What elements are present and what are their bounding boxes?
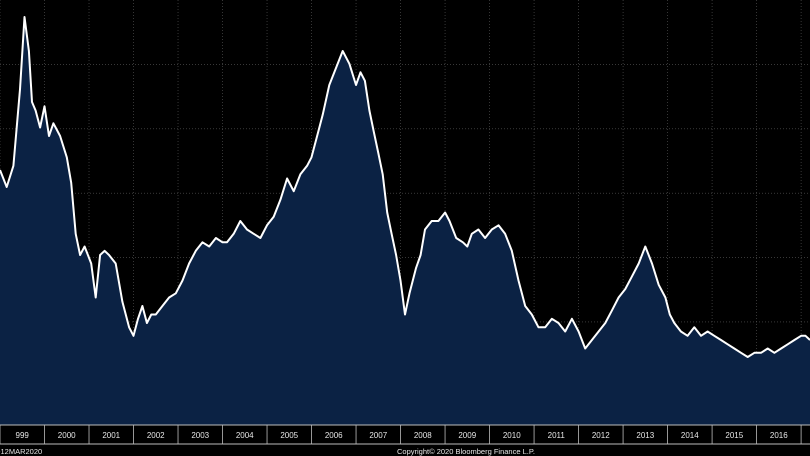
x-tick-label: 2004 [236,431,254,440]
x-tick-label: 2002 [147,431,165,440]
x-tick-label: 2011 [548,431,566,440]
x-tick-label: 2003 [191,431,209,440]
x-axis-ticks: 999 2000 2001 2002 2003 2004 2005 2006 2007 2008 2… [0,425,802,444]
x-tick-label: 2007 [369,431,387,440]
x-tick-label: 2009 [458,431,476,440]
series-area [0,17,810,425]
x-tick-label: 2001 [102,431,120,440]
x-tick-label: 2008 [414,431,432,440]
x-tick-label: 2013 [636,431,654,440]
footer-copyright: Copyright© 2020 Bloomberg Finance L.P. [397,447,535,456]
series-line [0,16,810,358]
x-tick-label: 2006 [325,431,343,440]
x-tick-label: 2015 [725,431,743,440]
x-tick-label: 999 [16,431,30,440]
x-tick-label: 2014 [681,431,699,440]
x-tick-label: 2005 [280,431,298,440]
x-tick-label: 2016 [770,431,788,440]
x-tick-label: 2012 [592,431,610,440]
x-tick-label: 2010 [503,431,521,440]
footer-date-range: -12MAR2020 [0,447,42,456]
x-tick-label: 2000 [58,431,76,440]
